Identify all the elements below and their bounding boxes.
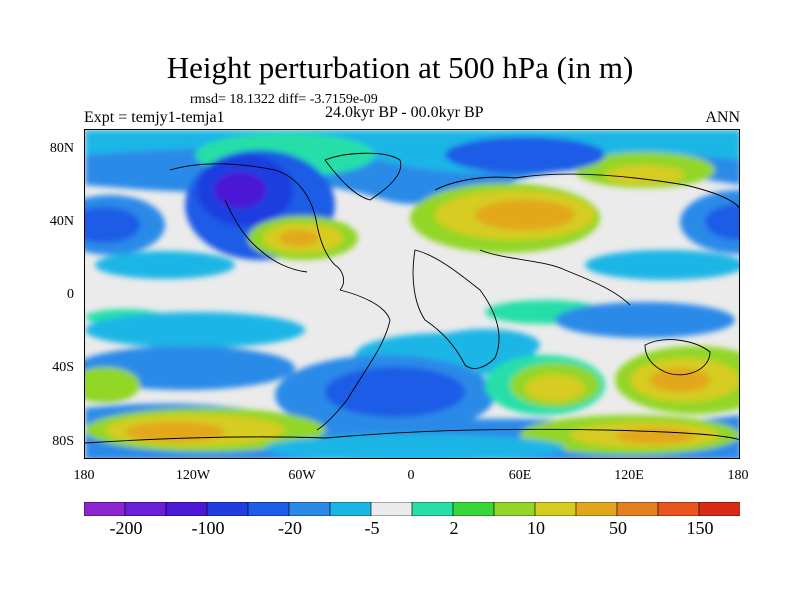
lon-tick-60w: 60W (288, 468, 316, 483)
colorbar-swatch (575, 502, 618, 516)
colorbar (84, 502, 740, 516)
colorbar-label-50: 50 (609, 518, 627, 538)
colorbar-swatch (657, 502, 700, 516)
colorbar-swatch (534, 502, 577, 516)
colorbar-swatch (84, 502, 126, 516)
time-period-label: 24.0kyr BP - 00.0kyr BP (325, 104, 484, 121)
colorbar-swatch (124, 502, 167, 516)
lon-tick-120e: 120E (614, 468, 644, 483)
colorbar-swatch (493, 502, 536, 516)
lon-tick-60e: 60E (508, 468, 532, 483)
colorbar-swatch (247, 502, 290, 516)
colorbar-label-neg5: -5 (364, 518, 380, 538)
colorbar-swatch (411, 502, 454, 516)
lat-tick-40n: 40N (49, 214, 74, 229)
experiment-label: Expt = temjy1-temja1 (84, 109, 225, 126)
height-perturbation-map (84, 129, 740, 459)
colorbar-label-neg100: -100 (191, 518, 225, 538)
colorbar-swatch (698, 502, 740, 516)
lon-tick-120w: 120W (175, 468, 211, 483)
colorbar-label-neg200: -200 (109, 518, 143, 538)
colorbar-label-neg20: -20 (278, 518, 302, 538)
season-label: ANN (705, 109, 740, 126)
colorbar-swatch (206, 502, 249, 516)
colorbar-label-10: 10 (527, 518, 545, 538)
plot-title: Height perturbation at 500 hPa (in m) (166, 50, 634, 85)
lon-tick-180-left: 180 (73, 468, 95, 483)
colorbar-swatch (616, 502, 659, 516)
lon-tick-180-right: 180 (727, 468, 749, 483)
lat-tick-40s: 40S (52, 360, 74, 375)
colorbar-swatch (370, 502, 413, 516)
colorbar-swatch (329, 502, 372, 516)
lat-tick-80s: 80S (52, 434, 74, 449)
map-field (85, 130, 739, 458)
colorbar-swatch (452, 502, 495, 516)
lon-tick-0: 0 (407, 468, 415, 483)
colorbar-swatch (165, 502, 208, 516)
colorbar-label-150: 150 (686, 518, 714, 538)
lat-tick-0: 0 (67, 287, 74, 302)
rmsd-diff-stats: rmsd= 18.1322 diff= -3.7159e-09 (190, 92, 378, 107)
coastlines (85, 152, 739, 444)
colorbar-label-2: 2 (449, 518, 459, 538)
lat-tick-80n: 80N (49, 141, 74, 156)
colorbar-swatch (288, 502, 331, 516)
colorbar-swatches (84, 502, 740, 516)
